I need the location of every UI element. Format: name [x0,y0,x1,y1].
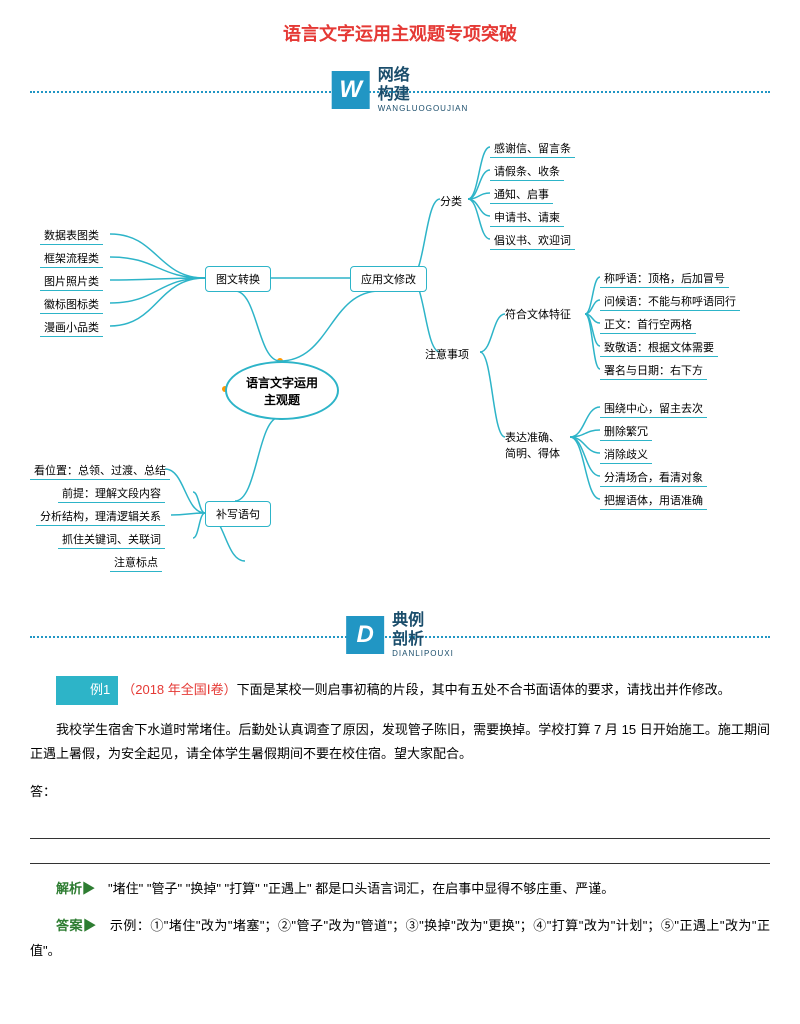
label: 数据表图类 [40,226,103,245]
label: 倡议书、欢迎词 [490,231,575,250]
source: （2018 年全国Ⅰ卷） [122,682,236,697]
label: 徽标图标类 [40,295,103,314]
example-tag: 例1 [56,676,118,705]
answer-line [30,818,770,839]
label: 图片照片类 [40,272,103,291]
label: 看位置：总领、过渡、总结 [30,461,170,480]
label: 注意标点 [110,553,162,572]
passage: 我校学生宿舍下水道时常堵住。后勤处认真调查了原因，发现管子陈旧，需要换掉。学校打… [30,718,770,767]
label: 通知、启事 [490,185,553,204]
node: 应用文修改 [350,266,427,292]
label: 漫画小品类 [40,318,103,337]
label: 前提：理解文段内容 [58,484,165,503]
node: 图文转换 [205,266,271,292]
branch: 分类 [440,193,462,209]
branch: 符合文体特征 [505,306,571,322]
label: 分清场合，看清对象 [600,468,707,487]
label: 致敬语：根据文体需要 [600,338,718,357]
answer-line [30,843,770,864]
label: 正文：首行空两格 [600,315,696,334]
label: 称呼语：顶格，后加冒号 [600,269,729,288]
label: 删除繁冗 [600,422,652,441]
label: 问候语：不能与称呼语同行 [600,292,740,311]
answer-prompt: 答： [30,780,770,805]
example-block: 例1（2018 年全国Ⅰ卷）下面是某校一则启事初稿的片段，其中有五处不合书面语体… [30,676,770,964]
label: 框架流程类 [40,249,103,268]
label: 抓住关键词、关联词 [58,530,165,549]
label: 署名与日期：右下方 [600,361,707,380]
section-header-2: D 典例剖析 DIANLIPOUXI [30,611,770,661]
mind-map: 语言文字运用主观题 图文转换 应用文修改补写语句 数据表图类框架流程类图片照片类徽标… [30,131,770,591]
label: 感谢信、留言条 [490,139,575,158]
branch: 表达准确、简明、得体 [505,429,560,461]
page-title: 语言文字运用主观题专项突破 [30,20,770,46]
badge-text-1: 网络构建 WANGLUOGOUJIAN [378,66,469,113]
label: 围绕中心，留主去次 [600,399,707,418]
label: 把握语体，用语准确 [600,491,707,510]
center-node: 语言文字运用主观题 [225,361,339,420]
branch: 注意事项 [425,346,469,362]
analysis: 解析▶ "堵住" "管子" "换掉" "打算" "正遇上" 都是口头语言词汇，在… [30,877,770,902]
section-header-1: W 网络构建 WANGLUOGOUJIAN [30,66,770,116]
label: 分析结构，理清逻辑关系 [36,507,165,526]
node: 补写语句 [205,501,271,527]
badge-text-2: 典例剖析 DIANLIPOUXI [392,611,454,658]
label: 消除歧义 [600,445,652,464]
badge-d: D [346,616,384,654]
label: 请假条、收条 [490,162,564,181]
answer: 答案▶ 示例：①"堵住"改为"堵塞"；②"管子"改为"管道"；③"换掉"改为"更… [30,914,770,963]
badge-w: W [332,71,370,109]
label: 申请书、请柬 [490,208,564,227]
